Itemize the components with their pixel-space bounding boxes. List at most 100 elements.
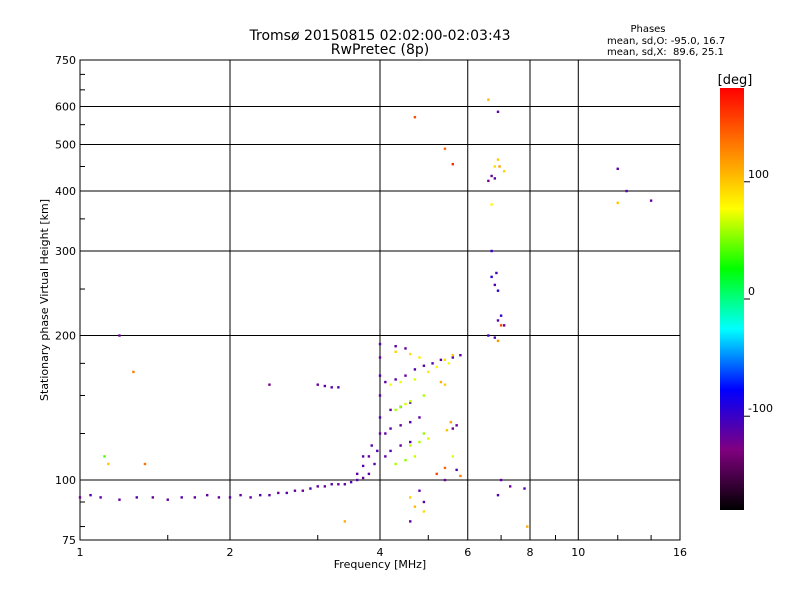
echo-point <box>490 174 493 178</box>
echo-point <box>413 505 417 508</box>
echo-point <box>413 455 417 458</box>
echo-point <box>259 493 262 497</box>
x-tick-label: 1 <box>77 546 84 559</box>
echo-point <box>493 336 497 339</box>
echo-point <box>404 458 407 462</box>
echo-point <box>443 478 447 482</box>
echo-point <box>496 493 500 497</box>
echo-point <box>459 474 462 478</box>
echo-point <box>89 493 92 497</box>
echo-point <box>413 116 417 119</box>
echo-point <box>330 483 333 486</box>
echo-point <box>409 440 412 444</box>
phase-stats-o: mean, sd,O: -95.0, 16.7 <box>607 36 725 47</box>
x-axis-ticks: 1 2 4 6 8 10 16 <box>77 535 687 559</box>
echo-point <box>455 424 458 427</box>
echo-point <box>508 485 512 488</box>
echo-point <box>649 199 653 202</box>
echo-point <box>451 353 455 357</box>
echo-point <box>493 283 497 287</box>
echo-point <box>337 483 340 486</box>
echo-point <box>316 383 319 386</box>
echo-point <box>384 455 387 458</box>
echo-point <box>394 378 397 381</box>
echo-point <box>277 491 280 495</box>
y-tick-label: 500 <box>55 139 76 152</box>
echo-point <box>499 324 503 327</box>
echo-point <box>487 98 490 101</box>
echo-point <box>389 383 392 386</box>
echo-point <box>268 383 271 386</box>
echo-point <box>367 455 371 458</box>
phase-stats-title: Phases <box>630 24 665 35</box>
echo-point <box>135 496 138 499</box>
echo-point <box>413 378 417 381</box>
echo-point <box>418 489 421 492</box>
echo-point <box>451 455 455 458</box>
echo-point <box>496 110 500 113</box>
echo-point <box>205 493 209 497</box>
x-tick-label: 10 <box>571 546 585 559</box>
echo-point <box>378 394 382 397</box>
echo-point <box>523 487 526 490</box>
echo-point <box>384 380 387 384</box>
echo-point <box>217 496 221 499</box>
echo-point <box>367 472 371 476</box>
colorbar-ticks: 100 0 -100 <box>744 168 773 417</box>
echo-point <box>490 203 493 206</box>
echo-point <box>496 339 500 343</box>
x-tick-label: 6 <box>464 546 471 559</box>
echo-point <box>389 427 392 430</box>
echo-point <box>409 444 412 447</box>
echo-point <box>394 408 397 412</box>
echo-point <box>349 480 353 484</box>
echo-point <box>409 520 412 523</box>
x-tick-label: 8 <box>527 546 534 559</box>
echo-point <box>239 493 242 497</box>
echo-point <box>443 466 447 470</box>
echo-point <box>455 468 458 472</box>
echo-point <box>422 510 426 513</box>
echo-point <box>498 165 501 168</box>
echo-point <box>78 496 82 499</box>
colorbar-tick-label: 0 <box>748 285 755 298</box>
echo-point <box>103 455 106 458</box>
echo-point <box>293 489 297 492</box>
echo-point <box>493 177 497 180</box>
echo-point <box>404 347 407 350</box>
echo-point <box>166 498 169 501</box>
echo-point <box>355 478 359 482</box>
echo-point <box>107 462 110 466</box>
echo-point <box>490 275 493 279</box>
echo-point <box>409 399 412 403</box>
echo-point <box>316 485 319 488</box>
echo-point <box>526 525 529 528</box>
plot-area: 1 2 4 6 8 10 16 75 100 200 300 400 500 600 750 <box>55 54 687 559</box>
y-tick-label: 200 <box>55 330 76 343</box>
echo-point <box>193 496 197 499</box>
echo-point <box>180 496 183 499</box>
echo-point <box>487 179 490 183</box>
y-tick-label: 75 <box>62 534 76 547</box>
echo-point <box>451 162 455 166</box>
echo-point <box>418 356 421 359</box>
echo-point <box>373 462 376 466</box>
echo-point <box>309 487 312 490</box>
y-axis-ticks: 75 100 200 300 400 500 600 750 <box>55 54 85 547</box>
echo-point <box>439 380 443 384</box>
echo-point <box>285 491 288 495</box>
echo-point <box>422 394 426 397</box>
echo-point <box>435 365 438 369</box>
y-axis-label: Stationary phase Virtual Height [km] <box>38 199 51 401</box>
echo-point <box>404 374 407 377</box>
echo-point <box>343 520 347 523</box>
echo-point <box>616 167 619 171</box>
echo-point <box>443 147 447 150</box>
echo-point <box>422 432 426 435</box>
colorbar: [deg] 100 0 -100 <box>718 73 773 510</box>
echo-point <box>384 432 387 435</box>
echo-point <box>118 498 121 501</box>
echo-point <box>323 485 327 488</box>
y-tick-label: 750 <box>55 54 76 67</box>
